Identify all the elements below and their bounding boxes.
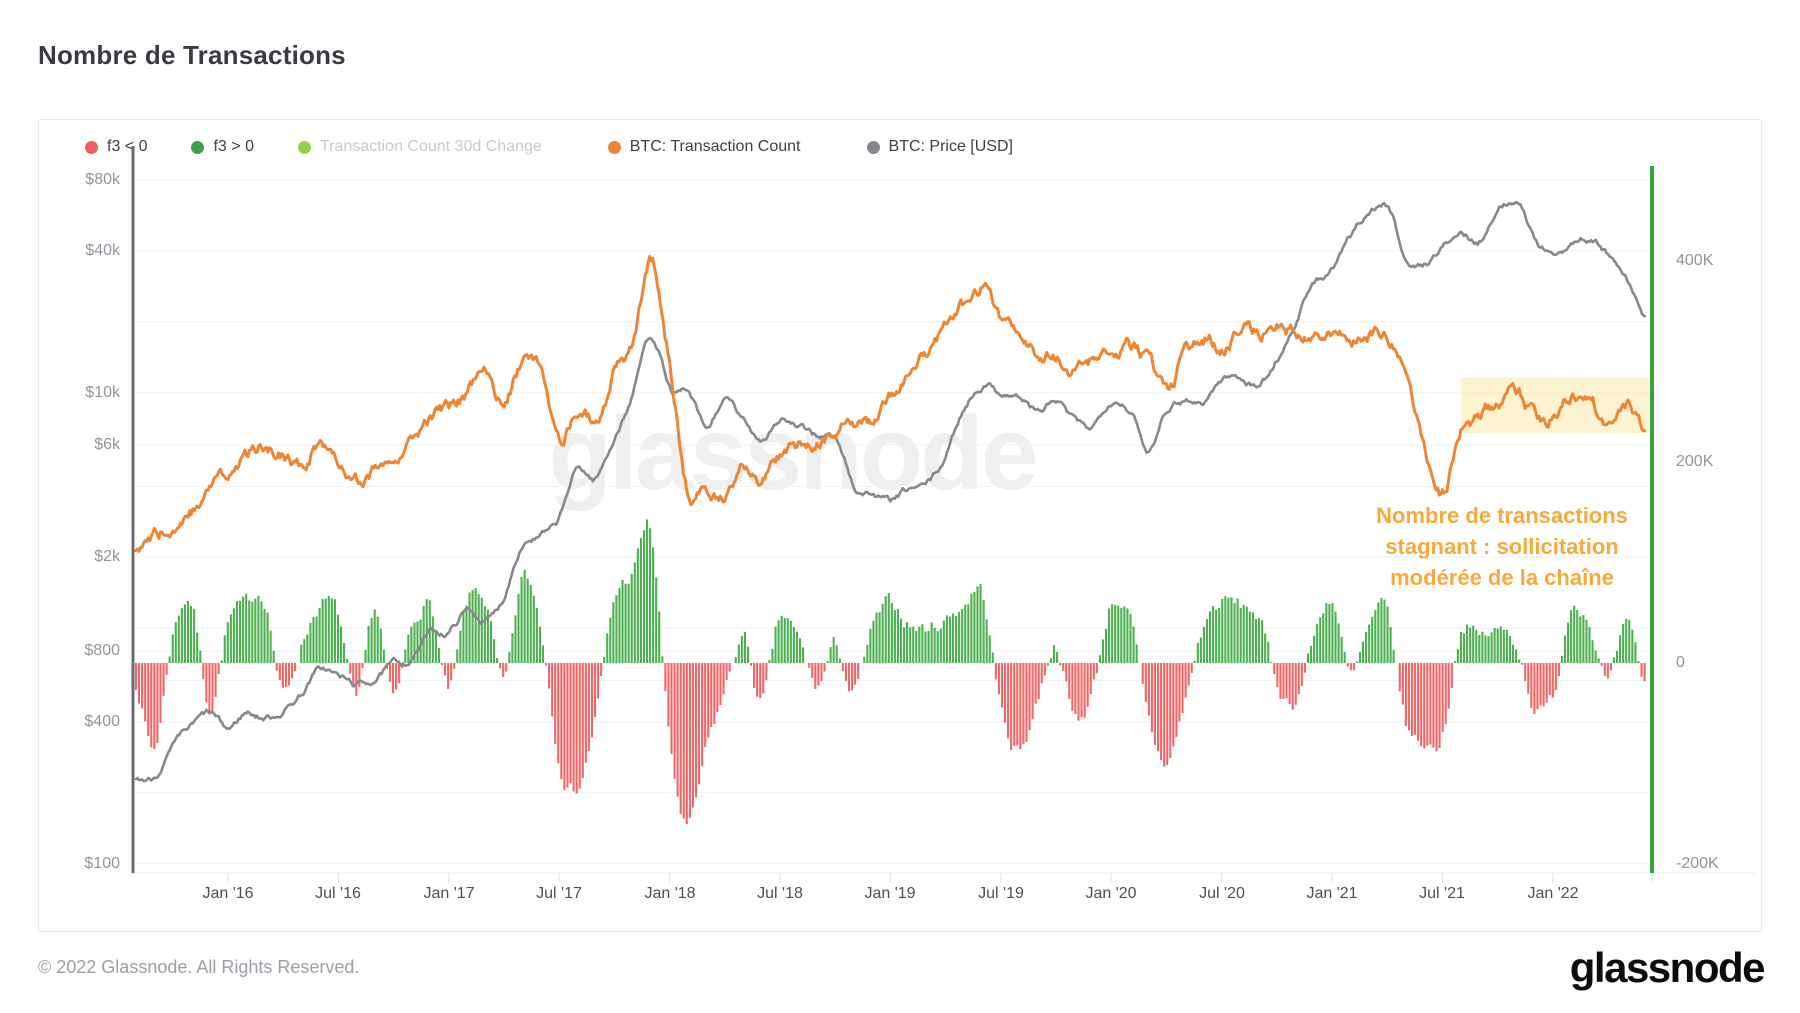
chart-card (38, 119, 1762, 932)
x-axis-tick: Jan '18 (644, 885, 696, 902)
x-axis-tick: Jul '20 (1199, 885, 1245, 902)
transaction-count-line (134, 255, 1647, 553)
legend-item-f3-0[interactable]: f3 > 0 (191, 138, 254, 156)
y-axis-tick-left: $100 (84, 855, 120, 872)
bars-30d-change (134, 519, 1646, 825)
y-axis-tick-right: 0 (1676, 654, 1685, 671)
page-title: Nombre de Transactions (38, 40, 346, 70)
y-axis-tick-left: $2k (94, 548, 120, 565)
y-axis-tick-left: $400 (84, 713, 120, 730)
legend-dot (191, 140, 205, 154)
y-axis-tick-right: -200K (1676, 855, 1719, 872)
price-line (134, 200, 1647, 783)
chart-annotation: Nombre de transactions stagnant : sollic… (1376, 503, 1628, 590)
y-axis-tick-left: $10k (85, 384, 120, 401)
copyright-text: © 2022 Glassnode. All Rights Reserved. (38, 957, 360, 977)
y-axis-tick-right: 200K (1676, 453, 1714, 470)
legend-label: f3 < 0 (107, 138, 148, 155)
glassnode-logo: glassnode (1569, 944, 1766, 991)
x-axis-tick: Jul '21 (1419, 885, 1465, 902)
legend-label: BTC: Price [USD] (888, 138, 1013, 155)
x-axis-tick: Jan '22 (1527, 885, 1579, 902)
legend-dot (297, 140, 311, 154)
x-axis-tick: Jan '17 (423, 885, 475, 902)
legend-label: f3 > 0 (213, 138, 254, 155)
y-axis-tick-left: $40k (85, 242, 120, 259)
legend-item-btc-price-usd[interactable]: BTC: Price [USD] (866, 138, 1013, 156)
x-axis-tick: Jan '20 (1085, 885, 1137, 902)
x-axis-tick: Jan '16 (202, 885, 254, 902)
legend-dot (866, 140, 880, 154)
x-axis-tick: Jan '21 (1306, 885, 1358, 902)
legend-item-btc-transaction-count[interactable]: BTC: Transaction Count (607, 138, 801, 156)
x-axis-tick: Jul '18 (757, 885, 803, 902)
chart-legend: f3 < 0 f3 > 0 Transaction Count 30d Change… (85, 138, 1057, 156)
x-axis-tick: Jul '17 (536, 885, 582, 902)
x-axis-tick: Jan '19 (864, 885, 916, 902)
x-axis-tick: Jul '16 (315, 885, 361, 902)
x-axis-tick: Jul '19 (978, 885, 1024, 902)
y-axis-tick-left: $6k (94, 436, 120, 453)
legend-dot (607, 140, 621, 154)
legend-label: BTC: Transaction Count (629, 138, 801, 155)
highlight-region (1460, 377, 1652, 433)
legend-item-transaction-count-30d-change[interactable]: Transaction Count 30d Change (297, 138, 542, 156)
legend-item-f3-0[interactable]: f3 < 0 (85, 138, 147, 156)
x-axis-ticks (227, 873, 1653, 883)
y-axis-tick-left: $800 (84, 642, 120, 659)
legend-dot (85, 140, 98, 154)
y-axis-tick-right: 400K (1676, 252, 1714, 269)
legend-label: Transaction Count 30d Change (319, 138, 542, 155)
y-axis-tick-left: $80k (85, 171, 120, 188)
